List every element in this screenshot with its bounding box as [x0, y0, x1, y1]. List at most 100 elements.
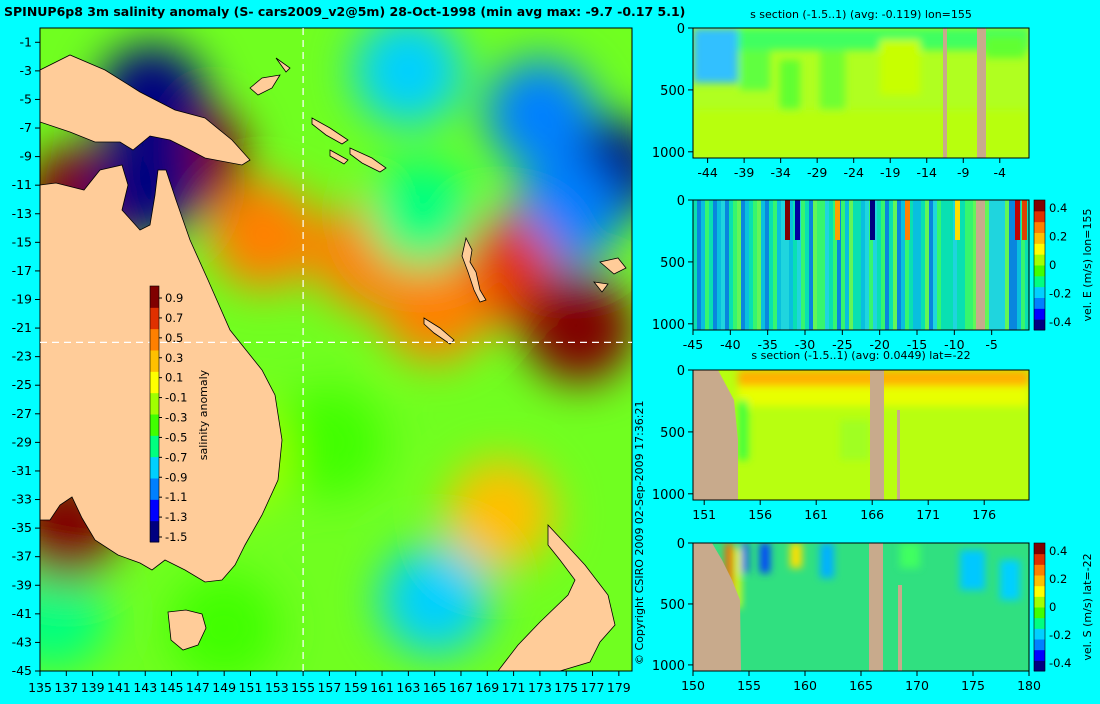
vel-accent: [905, 200, 910, 240]
vel-stripe: [945, 200, 949, 330]
vel-stripe: [765, 200, 769, 330]
panel-y-tick-label: 1000: [652, 659, 685, 674]
map-x-tick-label: 135: [28, 680, 52, 695]
salinity-region-19: [169, 573, 280, 671]
panel-x-tick-label: 160: [793, 678, 817, 693]
panel-y-tick-label: 500: [660, 84, 685, 99]
panel3-shelf: [693, 370, 738, 500]
vel-colorbar-swatch: [1034, 243, 1045, 255]
colorbar-swatch: [150, 499, 159, 522]
vel-colorbar-swatch: [1034, 210, 1045, 223]
colorbar-tick-label: -0.5: [165, 430, 187, 444]
vel-colorbar-tick-label: -0.4: [1049, 315, 1071, 329]
panel-y-tick-label: 500: [660, 598, 685, 613]
vel-colorbar-swatch: [1034, 575, 1045, 587]
map-y-tick-label: -3: [20, 63, 32, 78]
map-x-tick-label: 165: [423, 680, 447, 695]
colorbar-swatch: [150, 371, 159, 394]
main-title: SPINUP6p8 3m salinity anomaly (S- cars20…: [4, 4, 685, 20]
panel1-axes: -44 -39 -34 -29 -24 -19 -14 -9 -4 0 500 1000: [652, 22, 1006, 180]
map-x-tick-label: 159: [344, 680, 368, 695]
panel2-axes: -45 -40 -35 -30 -25 -20 -15 -10 -5 0 500 1000: [652, 194, 998, 352]
map-x-tick-label: 151: [239, 680, 263, 695]
panel-x-tick-label: 171: [916, 507, 940, 522]
vel-stripe: [1005, 200, 1009, 330]
panel1-frame: [692, 27, 1030, 159]
vel-colorbar-tick-label: 0.4: [1049, 544, 1067, 558]
panel-x-tick-label: 156: [748, 507, 772, 522]
salinity-region-7: [353, 28, 464, 126]
panel1-seafloor-thin: [943, 28, 947, 158]
vel-colorbar-tick-label: 0.2: [1049, 230, 1067, 244]
vel-stripe: [713, 200, 717, 330]
vel-colorbar-label: vel. E (m/s) lon=155: [1081, 209, 1094, 322]
colorbar-tick-label: -0.9: [165, 470, 187, 484]
vel-stripe: [753, 200, 757, 330]
land-masses: [40, 54, 627, 671]
panel-x-tick-label: -29: [807, 165, 827, 180]
vel-stripe: [757, 200, 761, 330]
vel-stripe: [933, 200, 937, 330]
vel-colorbar-tick-label: -0.4: [1049, 656, 1071, 670]
map-y-tick-label: -7: [20, 120, 32, 135]
map-x-tick-label: 177: [581, 680, 605, 695]
salinity-region-5: [484, 58, 595, 169]
panel4-axes: 150 155 160 165 170 175 180 0 500 1000: [652, 537, 1041, 693]
map-y-tick-label: -45: [12, 663, 32, 678]
s-section-lon-panel: s section (-1.5..1) (avg: -0.119) lon=15…: [652, 8, 1030, 180]
map-y-tick-label: -1: [20, 34, 32, 49]
vel-colorbar-tick-label: 0.4: [1049, 201, 1067, 215]
map-y-tick-label: -39: [12, 577, 32, 592]
panel-x-tick-label: 151: [692, 507, 716, 522]
vel-stripe: [761, 200, 765, 330]
vel-stripe: [885, 200, 889, 330]
map-x-tick-label: 171: [502, 680, 526, 695]
vel-stripe: [869, 200, 873, 330]
vel-stripe: [733, 200, 737, 330]
vel-colorbar-swatch: [1034, 660, 1045, 672]
colorbar-tick-label: -1.5: [165, 530, 187, 544]
vel-stripe: [745, 200, 749, 330]
map-x-axis: 135 137 139 141 143 145 147 149 151 153 155 157 159 1…: [28, 671, 631, 695]
map-x-tick-label: 155: [291, 680, 315, 695]
panel-x-tick-label: 150: [681, 678, 705, 693]
map-x-tick-label: 147: [186, 680, 210, 695]
panel-x-tick-label: -35: [757, 337, 777, 352]
vel-stripe: [833, 200, 837, 330]
vel-stripe: [941, 200, 945, 330]
vel-colorbar-tick-label: 0: [1049, 258, 1056, 272]
vel-stripe: [1017, 200, 1021, 330]
panel2-seafloor-ridge: [976, 200, 985, 330]
map-x-tick-label: 145: [160, 680, 184, 695]
vel-stripe: [777, 200, 781, 330]
panel4-shelf: [693, 543, 741, 671]
vel-stripe: [865, 200, 869, 330]
panel3-seafloor-thin: [897, 410, 900, 500]
vel-stripe: [709, 200, 713, 330]
vel-stripe: [741, 200, 745, 330]
colorbar-tick-label: -0.7: [165, 450, 187, 464]
vel-colorbar-swatch: [1034, 308, 1045, 320]
vel-stripe: [985, 200, 989, 330]
vel-stripe: [809, 200, 813, 330]
colorbar-frame: [149, 285, 160, 543]
panel-y-tick-label: 0: [677, 22, 685, 37]
vel-stripe: [705, 200, 709, 330]
map-x-tick-label: 141: [107, 680, 131, 695]
map-y-tick-label: -11: [12, 177, 32, 192]
vel-stripe: [737, 200, 741, 330]
vel-stripe: [825, 200, 829, 330]
colorbar-swatch: [150, 286, 159, 308]
panel4-seafloor-ridge: [869, 543, 883, 671]
vel-stripe: [785, 200, 789, 330]
vel-stripe: [997, 200, 1001, 330]
vel-stripe: [697, 200, 701, 330]
panel-x-tick-label: -44: [697, 165, 717, 180]
panel-x-tick-label: -39: [734, 165, 754, 180]
vel-stripe: [729, 200, 733, 330]
vel-stripe: [893, 200, 897, 330]
map-x-tick-label: 153: [265, 680, 289, 695]
tasmania-land: [167, 609, 207, 651]
vel-stripe: [805, 200, 809, 330]
map-y-tick-label: -23: [12, 349, 32, 364]
